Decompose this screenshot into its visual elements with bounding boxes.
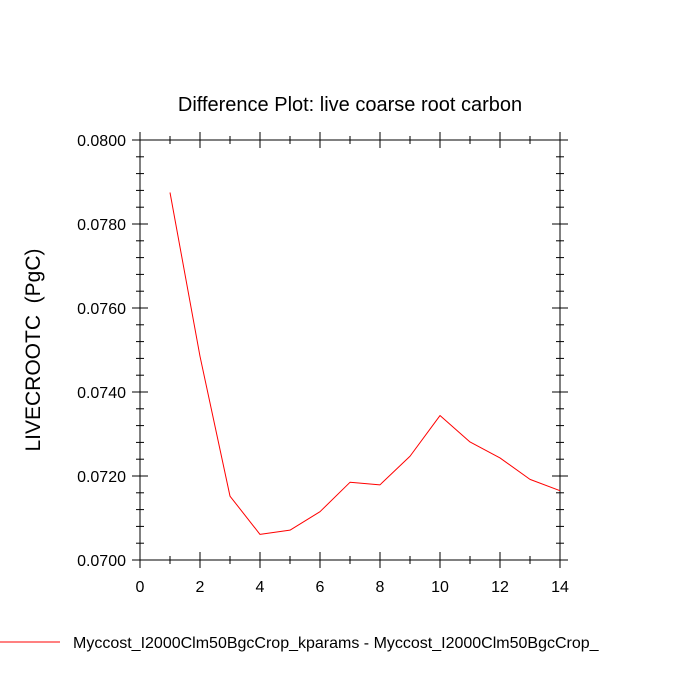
y-tick-label: 0.0720 xyxy=(77,469,126,486)
x-tick-label: 12 xyxy=(491,579,509,596)
y-axis-label: LIVECROOTC (PgC) xyxy=(22,248,45,451)
x-tick-label: 4 xyxy=(256,579,265,596)
x-tick-labels: 0 2 4 6 8 10 12 14 xyxy=(136,579,569,596)
y-tick-label: 0.0700 xyxy=(77,553,126,570)
major-ticks xyxy=(132,132,568,568)
chart-title: Difference Plot: live coarse root carbon xyxy=(178,94,522,116)
y-tick-label: 0.0760 xyxy=(77,301,126,318)
y-tick-label: 0.0740 xyxy=(77,385,126,402)
x-tick-label: 8 xyxy=(376,579,385,596)
legend: Myccost_I2000Clm50BgcCrop_kparams - Mycc… xyxy=(0,635,600,652)
series-lines xyxy=(169,192,561,535)
y-tick-label: 0.0780 xyxy=(77,217,126,234)
x-tick-label: 10 xyxy=(431,579,449,596)
x-tick-label: 14 xyxy=(551,579,569,596)
legend-label: Myccost_I2000Clm50BgcCrop_kparams - Mycc… xyxy=(73,635,600,652)
series-line xyxy=(169,192,561,535)
x-tick-label: 6 xyxy=(316,579,325,596)
y-tick-labels: 0.0700 0.0720 0.0740 0.0760 0.0780 0.0800 xyxy=(77,133,126,570)
y-tick-label: 0.0800 xyxy=(77,133,126,150)
minor-ticks xyxy=(136,136,564,564)
plot-frame xyxy=(139,139,561,561)
x-tick-label: 0 xyxy=(136,579,145,596)
x-tick-label: 2 xyxy=(196,579,205,596)
